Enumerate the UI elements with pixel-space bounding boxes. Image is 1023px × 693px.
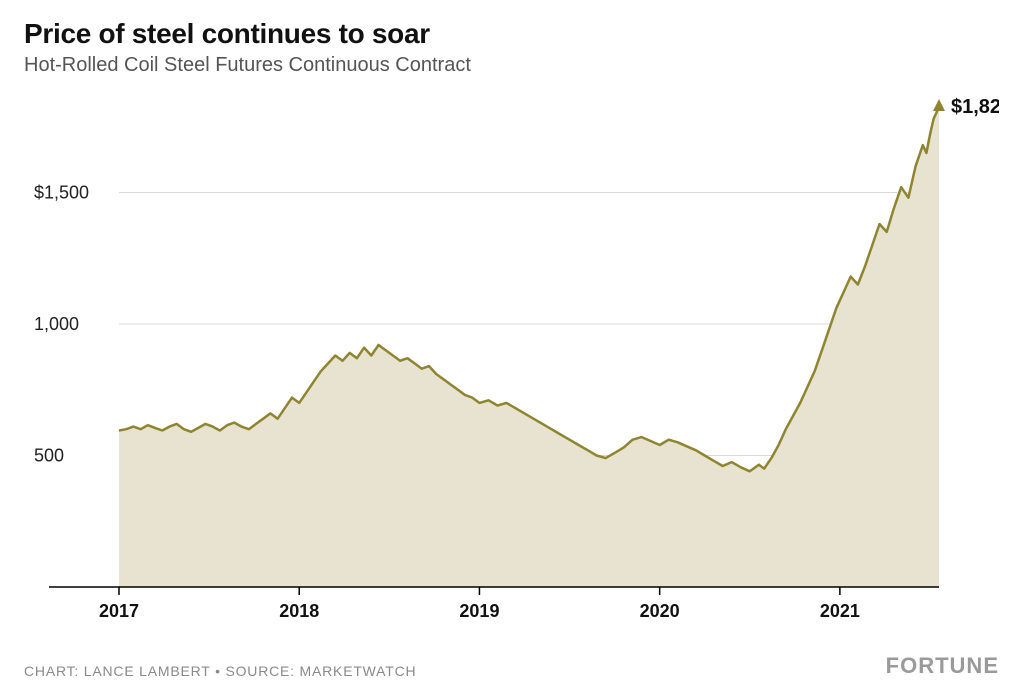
chart-footer: CHART: LANCE LAMBERT • SOURCE: MARKETWAT…	[24, 653, 999, 679]
chart-svg: 500 1,000 $1,500 $1,825 2017 2018 2019 2020 2021	[24, 87, 999, 627]
area-fill	[119, 107, 939, 587]
chart-subtitle: Hot-Rolled Coil Steel Futures Continuous…	[24, 54, 999, 77]
chart-container: Price of steel continues to soar Hot-Rol…	[0, 0, 1023, 693]
y-axis-label: 500	[34, 445, 64, 465]
x-axis-label: 2019	[459, 601, 499, 621]
chart-title: Price of steel continues to soar	[24, 18, 999, 50]
brand-logo: FORTUNE	[886, 653, 999, 679]
y-axis-label: 1,000	[34, 314, 79, 334]
chart-plot-area: 500 1,000 $1,500 $1,825 2017 2018 2019 2020 2021	[24, 87, 999, 627]
x-axis-label: 2018	[279, 601, 319, 621]
arrowhead-icon	[933, 99, 945, 111]
x-axis-label: 2017	[99, 601, 139, 621]
callout-label: $1,825	[951, 96, 999, 118]
y-axis-label: $1,500	[34, 182, 89, 202]
x-axis-label: 2020	[640, 601, 680, 621]
source-line: CHART: LANCE LAMBERT • SOURCE: MARKETWAT…	[24, 663, 416, 679]
x-axis-label: 2021	[820, 601, 860, 621]
